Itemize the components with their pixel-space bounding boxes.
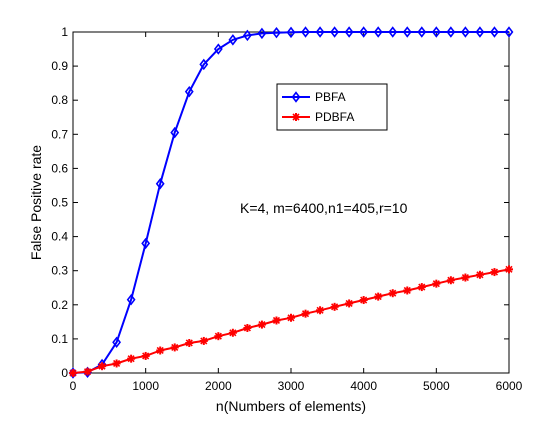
chart-annotation: K=4, m=6400,n1=405,r=10: [240, 200, 408, 216]
data-point-pbfa: [315, 26, 325, 38]
data-point-pdbfa: [432, 279, 441, 288]
data-point-pbfa: [257, 27, 267, 40]
data-point-pdbfa: [475, 270, 484, 279]
series-line-pbfa: [72, 31, 509, 374]
legend-label-pbfa: PBFA: [315, 90, 346, 104]
legend-marker-pbfa: [291, 91, 301, 103]
data-point-pdbfa: [112, 359, 121, 368]
x-tick-label: 4000: [350, 379, 377, 393]
data-point-pdbfa: [374, 292, 383, 301]
data-point-pbfa: [460, 26, 470, 38]
data-point-pbfa: [490, 26, 499, 38]
y-tick-label: 0.6: [51, 161, 68, 175]
legend-items: PBFA PDBFA: [282, 90, 354, 124]
data-point-pdbfa: [287, 313, 295, 322]
data-point-pbfa: [446, 26, 456, 38]
data-point-pbfa: [170, 126, 180, 139]
x-tick-label: 5000: [423, 379, 450, 393]
data-point-pdbfa: [170, 343, 179, 352]
data-point-pdbfa: [345, 299, 354, 308]
y-tick-label: 0.2: [51, 298, 68, 312]
data-point-pdbfa: [228, 328, 237, 337]
data-point-pdbfa: [490, 268, 499, 277]
data-point-pbfa: [330, 26, 340, 38]
data-point-pdbfa: [156, 346, 165, 355]
y-tick-label: 1: [61, 25, 68, 39]
data-point-pbfa: [359, 26, 369, 38]
data-point-pbfa: [141, 237, 151, 250]
data-point-pbfa: [402, 26, 412, 38]
data-point-pdbfa: [316, 306, 325, 315]
y-tick-label: 0.8: [51, 93, 68, 107]
data-point-pdbfa: [403, 286, 412, 295]
legend-item-pdbfa: PDBFA: [282, 110, 354, 124]
y-tick-label: 0.3: [51, 264, 68, 278]
x-tick-label: 1000: [132, 379, 159, 393]
data-point-pdbfa: [69, 369, 77, 377]
data-point-pbfa: [286, 26, 296, 39]
data-point-pdbfa: [505, 265, 513, 274]
data-point-pbfa: [199, 58, 209, 71]
data-point-pbfa: [344, 26, 354, 38]
x-tick-label: 3000: [278, 379, 305, 393]
data-point-pdbfa: [417, 283, 426, 292]
y-tick-label: 0.9: [51, 59, 68, 73]
y-tick-label: 0.5: [51, 196, 68, 210]
data-point-pbfa: [431, 26, 441, 38]
x-tick-label: 0: [70, 379, 77, 393]
data-point-pbfa: [213, 43, 223, 55]
data-point-pdbfa: [98, 362, 107, 371]
data-point-pbfa: [112, 336, 122, 349]
x-axis-label: n(Numbers of elements): [216, 398, 366, 414]
data-point-pdbfa: [127, 354, 136, 363]
data-point-pdbfa: [214, 332, 223, 341]
data-point-pdbfa: [461, 273, 470, 282]
chart-legend: PBFA PDBFA: [276, 83, 388, 131]
data-point-pdbfa: [388, 289, 397, 298]
data-point-pdbfa: [272, 316, 281, 325]
data-point-pbfa: [388, 26, 398, 38]
series-pbfa: [68, 26, 514, 379]
data-point-pbfa: [301, 26, 310, 38]
data-point-pdbfa: [141, 351, 150, 360]
series-pdbfa: [69, 265, 513, 377]
y-tick-label: 0: [61, 366, 68, 380]
data-point-pbfa: [272, 26, 281, 39]
data-point-pbfa: [155, 178, 165, 190]
data-point-pdbfa: [446, 276, 455, 285]
data-point-pbfa: [228, 34, 238, 46]
data-point-pdbfa: [243, 323, 252, 332]
data-point-pdbfa: [199, 336, 208, 345]
data-point-pdbfa: [359, 296, 368, 305]
y-tick-label: 0.1: [51, 332, 68, 346]
legend-marker-pdbfa: [292, 113, 300, 121]
legend-box: [276, 83, 388, 131]
legend-item-pbfa: PBFA: [282, 90, 346, 104]
y-axis-label: False Positive rate: [28, 145, 44, 260]
legend-label-pdbfa: PDBFA: [315, 110, 354, 124]
x-tick-label: 2000: [205, 379, 232, 393]
data-point-pdbfa: [185, 338, 194, 347]
data-point-pbfa: [504, 26, 514, 38]
x-tick-label: 6000: [496, 379, 523, 393]
axis-ticks: 0 1000 2000 3000 4000 5000 6000 0 0.1 0.2 0.3 0.4 0.…: [51, 25, 522, 393]
data-point-pbfa: [184, 85, 194, 98]
data-point-pbfa: [417, 26, 427, 38]
data-point-pbfa: [126, 293, 136, 306]
series-layer: [68, 26, 514, 379]
y-tick-label: 0.7: [51, 127, 68, 141]
y-tick-label: 0.4: [51, 230, 68, 244]
data-point-pdbfa: [330, 302, 339, 311]
data-point-pdbfa: [301, 309, 310, 318]
data-point-pbfa: [475, 26, 485, 38]
data-point-pdbfa: [257, 320, 266, 329]
data-point-pbfa: [242, 29, 252, 42]
data-point-pbfa: [373, 26, 383, 38]
data-point-pdbfa: [83, 367, 92, 376]
